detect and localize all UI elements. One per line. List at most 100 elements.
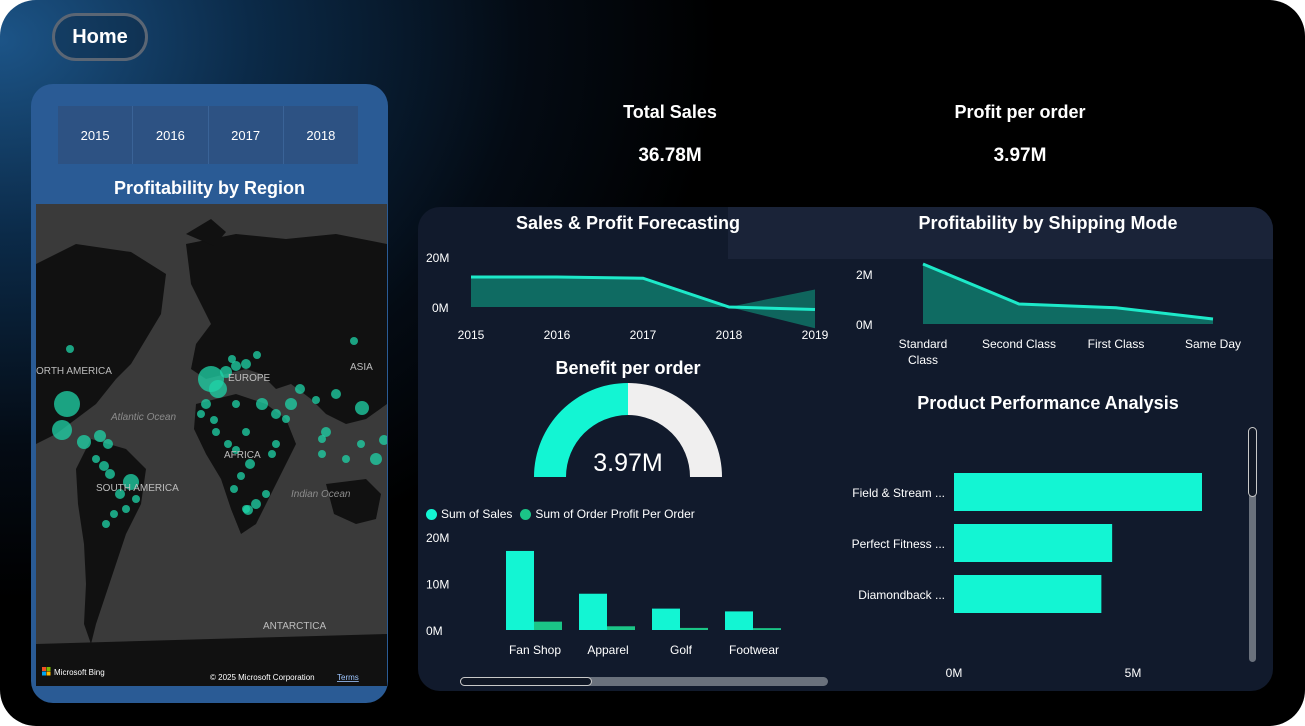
category-ytick-0M: 0M xyxy=(426,624,443,638)
category-scrollbar-thumb[interactable] xyxy=(460,677,592,686)
category-bar-profit-0 xyxy=(534,621,562,630)
region-map[interactable]: ORTH AMERICA EUROPE ASIA Atlantic Ocean … xyxy=(36,204,387,686)
forecast-ytick-20m: 20M xyxy=(426,251,449,265)
map-title: Profitability by Region xyxy=(113,178,305,198)
benefit-gauge[interactable]: 3.97M xyxy=(528,382,728,482)
product-bar-2 xyxy=(954,575,1102,613)
map-point-33 xyxy=(224,440,232,448)
map-point-40 xyxy=(262,490,270,498)
bing-logo-icon xyxy=(42,667,46,671)
map-terms-link[interactable]: Terms xyxy=(337,673,359,682)
year-slicer: 2015 2016 2017 2018 xyxy=(58,106,358,164)
profit-per-order-label: Profit per order xyxy=(954,102,1086,122)
map-brand: Microsoft Bing xyxy=(54,668,105,677)
forecast-xtick-2018: 2018 xyxy=(716,328,743,342)
map-point-9 xyxy=(123,474,139,490)
map-point-39 xyxy=(251,499,261,509)
category-bar-profit-1 xyxy=(607,626,635,630)
map-point-10 xyxy=(115,489,125,499)
year-2015-button[interactable]: 2015 xyxy=(58,106,134,164)
product-bar-0 xyxy=(954,473,1202,511)
forecast-area xyxy=(471,277,729,307)
year-2016-button[interactable]: 2016 xyxy=(133,106,209,164)
total-sales-label: Total Sales xyxy=(623,102,717,122)
map-point-32 xyxy=(212,428,220,436)
map-label-south-america: SOUTH AMERICA xyxy=(96,483,179,494)
shipping-xtick-1-0: Second Class xyxy=(982,337,1056,351)
total-sales-value: 36.78M xyxy=(638,145,702,166)
map-point-48 xyxy=(342,455,350,463)
analytics-card: Sales & Profit Forecasting 20M 0M 2015 2016… xyxy=(418,207,1273,691)
shipping-xtick-3-0: Same Day xyxy=(1185,337,1241,351)
category-legend: Sum of Sales Sum of Order Profit Per Ord… xyxy=(426,507,695,521)
map-label-indian: Indian Ocean xyxy=(291,489,351,500)
map-point-52 xyxy=(210,416,218,424)
map-point-20 xyxy=(253,351,261,359)
map-point-3 xyxy=(77,435,91,449)
category-ytick-10M: 10M xyxy=(426,578,449,592)
year-2017-button[interactable]: 2017 xyxy=(208,106,284,164)
forecast-xtick-2017: 2017 xyxy=(630,328,657,342)
category-chart[interactable]: 20M 10M 0M Fan Shop Apparel Golf Footwear xyxy=(418,525,838,665)
home-button[interactable]: Home xyxy=(52,13,148,61)
map-label-africa: AFRICA xyxy=(224,450,261,461)
map-point-22 xyxy=(256,398,268,410)
map-point-21 xyxy=(201,399,211,409)
product-label-0: Field & Stream ... xyxy=(852,486,945,500)
product-label-1: Perfect Fitness ... xyxy=(852,537,945,551)
gauge-value: 3.97M xyxy=(593,449,662,477)
map-point-44 xyxy=(282,415,290,423)
map-point-38 xyxy=(230,485,238,493)
legend-profit-swatch xyxy=(520,508,532,520)
map-point-35 xyxy=(242,428,250,436)
forecast-chart[interactable]: 20M 0M 2015 2016 2017 2018 2019 xyxy=(418,237,838,347)
map-label-north-america: ORTH AMERICA xyxy=(36,366,112,377)
map-point-19 xyxy=(228,355,236,363)
map-point-12 xyxy=(132,495,140,503)
shipping-ytick-0m: 0M xyxy=(856,318,873,332)
map-point-25 xyxy=(295,384,305,394)
forecast-line xyxy=(471,275,816,311)
gauge-fill xyxy=(534,383,628,477)
map-point-45 xyxy=(370,453,382,465)
product-label-2: Diamondback ... xyxy=(858,588,945,602)
product-scrollbar-thumb[interactable] xyxy=(1248,427,1257,497)
legend-profit-label: Sum of Order Profit Per Order xyxy=(535,507,695,521)
legend-sales-swatch xyxy=(426,508,437,520)
map-label-antarctica: ANTARCTICA xyxy=(263,621,326,632)
profit-per-order-value: 3.97M xyxy=(993,145,1047,166)
map-point-6 xyxy=(92,455,100,463)
category-xtick-3: Footwear xyxy=(729,643,779,657)
shipping-title: Profitability by Shipping Mode xyxy=(918,213,1178,233)
card-header-strip xyxy=(728,207,1273,259)
map-point-24 xyxy=(285,398,297,410)
shipping-line xyxy=(922,262,1214,321)
forecast-title: Sales & Profit Forecasting xyxy=(515,213,741,233)
map-point-37 xyxy=(237,472,245,480)
category-bar-profit-3 xyxy=(753,628,781,630)
shipping-chart[interactable]: 2M 0M Standard Class Second Class First Class… xyxy=(848,257,1248,372)
forecast-xtick-2015: 2015 xyxy=(458,328,485,342)
category-bar-sales-3 xyxy=(725,611,753,630)
product-scrollbar-track[interactable] xyxy=(1248,427,1257,662)
map-point-15 xyxy=(209,380,227,398)
map-point-23 xyxy=(271,409,281,419)
map-point-53 xyxy=(242,505,250,513)
map-label-europe: EUROPE xyxy=(228,373,271,384)
category-scrollbar-track[interactable] xyxy=(460,677,828,686)
map-point-43 xyxy=(268,450,276,458)
forecast-xtick-2016: 2016 xyxy=(544,328,571,342)
map-points xyxy=(52,337,387,528)
map-point-4 xyxy=(94,430,106,442)
map-point-26 xyxy=(312,396,320,404)
map-point-0 xyxy=(66,345,74,353)
category-xtick-1: Apparel xyxy=(587,643,628,657)
map-point-13 xyxy=(110,510,118,518)
map-point-36 xyxy=(245,459,255,469)
category-xtick-2: Golf xyxy=(670,643,693,657)
product-chart[interactable]: Field & Stream ... Perfect Fitness ... Dia… xyxy=(838,457,1238,687)
year-2018-button[interactable]: 2018 xyxy=(283,106,358,164)
forecast-xtick-2019: 2019 xyxy=(802,328,829,342)
map-point-50 xyxy=(232,400,240,408)
category-ytick-20M: 20M xyxy=(426,531,449,545)
